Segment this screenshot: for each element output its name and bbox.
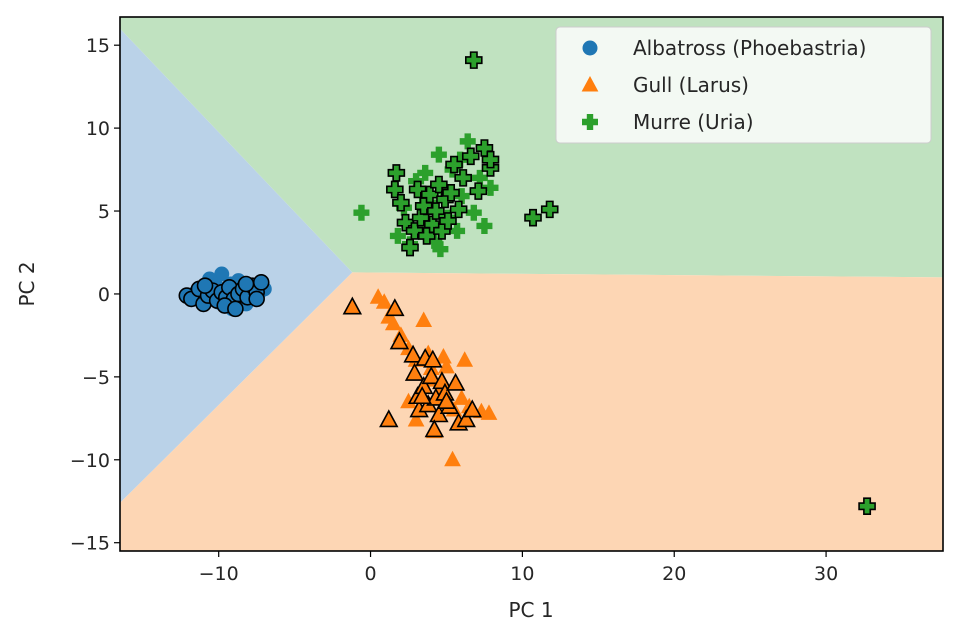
murre-test-point	[540, 200, 559, 219]
gull-test-point	[432, 371, 452, 390]
legend: Albatross (Phoebastria) Gull (Larus) Murre…	[555, 26, 932, 144]
gull-test-point	[412, 386, 432, 405]
gull-test-point	[379, 409, 399, 428]
gull-test-point	[424, 419, 445, 438]
murre-train-point	[452, 151, 469, 168]
gull-test-point	[404, 362, 425, 381]
y-tick-label: −10	[70, 450, 110, 472]
murre-test-point	[454, 169, 472, 187]
gull-test-point	[389, 331, 410, 350]
albatross-test-point	[237, 275, 255, 293]
x-axis-label: PC 1	[508, 598, 553, 622]
murre-train-point	[453, 188, 470, 205]
gull-train-point	[435, 347, 452, 364]
murre-train-point	[426, 232, 443, 249]
gull-train-point	[438, 357, 455, 374]
decision-region-albatross	[120, 17, 353, 503]
x-tick-label: 0	[364, 563, 376, 585]
murre-test-point	[427, 202, 445, 220]
albatross-test-point	[227, 300, 244, 318]
murre-test-point	[461, 147, 480, 166]
y-axis-ticks: −15 −10 −5 0 5 10 15	[70, 35, 120, 555]
murre-train-point	[417, 164, 434, 181]
legend-marker-gull	[581, 76, 599, 92]
x-tick-label: 30	[814, 563, 838, 585]
y-tick-label: −5	[82, 367, 110, 389]
murre-train-point	[432, 241, 449, 258]
x-axis-ticks: −10 0 10 20 30	[199, 551, 838, 585]
gull-train-point	[407, 410, 425, 427]
legend-label-albatross: Albatross (Phoebastria)	[633, 36, 866, 60]
y-tick-label: 0	[98, 284, 110, 306]
gull-train-point	[415, 311, 433, 327]
murre-train-point	[482, 179, 499, 196]
gull-train-point	[444, 450, 461, 467]
murre-test-point	[445, 155, 463, 174]
murre-test-point	[524, 208, 542, 227]
gull-test-point	[445, 372, 466, 391]
gull-train-point	[456, 351, 474, 367]
gull-test-point	[462, 399, 482, 418]
gull-test-point	[342, 296, 363, 315]
albatross-train-point	[214, 266, 230, 282]
gull-train-point	[453, 389, 471, 405]
murre-train-point	[430, 146, 447, 163]
murre-train-point	[449, 222, 466, 239]
gull-train-point	[400, 392, 417, 409]
murre-train-point	[459, 133, 476, 150]
y-tick-label: −15	[70, 533, 110, 555]
murre-test-point	[481, 150, 500, 169]
murre-test-point	[387, 164, 406, 182]
gull-test-point	[436, 391, 457, 410]
murre-test-point	[405, 222, 424, 240]
murre-train-point	[476, 217, 493, 234]
y-tick-label: 10	[86, 118, 110, 140]
legend-marker-murre	[582, 114, 598, 130]
murre-test-point	[392, 193, 410, 212]
gull-test-point	[421, 366, 441, 385]
murre-test-point	[442, 183, 460, 202]
murre-train-point	[465, 204, 482, 221]
gull-test-point	[423, 349, 443, 368]
plot-frame	[119, 16, 944, 552]
data-points	[178, 51, 876, 516]
y-tick-label: 5	[98, 201, 110, 223]
y-tick-label: 15	[86, 35, 110, 57]
gull-test-point	[385, 298, 405, 317]
legend-marker-albatross	[582, 40, 598, 56]
albatross-test-point	[248, 290, 265, 308]
legend-box	[555, 26, 932, 144]
legend-label-murre: Murre (Uria)	[633, 110, 754, 134]
x-tick-label: −10	[199, 563, 239, 585]
murre-test-point	[469, 182, 488, 200]
albatross-test-point	[252, 274, 270, 291]
gull-test-point	[403, 344, 423, 363]
decision-region-gull	[120, 272, 943, 551]
x-tick-label: 20	[662, 563, 686, 585]
gull-train-point	[384, 314, 402, 331]
murre-train-point	[471, 169, 488, 186]
gull-train-point	[375, 293, 393, 309]
albatross-test-point	[196, 277, 214, 294]
murre-test-point	[439, 212, 457, 230]
murre-train-point	[389, 227, 406, 244]
legend-label-gull: Gull (Larus)	[633, 73, 749, 97]
x-tick-label: 10	[510, 563, 534, 585]
gull-train-point	[480, 404, 498, 420]
murre-train-point	[353, 204, 370, 221]
murre-test-point	[401, 238, 419, 257]
decision-regions	[120, 17, 943, 551]
y-axis-label: PC 2	[15, 261, 39, 306]
murre-test-point	[464, 51, 483, 69]
gull-test-point	[456, 409, 476, 428]
murre-test-point	[449, 200, 468, 219]
murre-test-point	[858, 497, 876, 516]
